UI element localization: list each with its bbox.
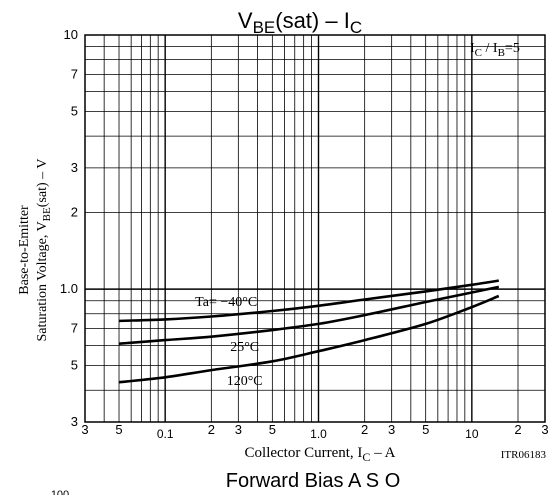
- y-axis-label-line1: Base-to-Emitter: [17, 205, 32, 295]
- part-code: ITR06183: [501, 449, 547, 461]
- y-tick-label: 3: [71, 160, 78, 175]
- y-tick-label: 5: [71, 103, 78, 118]
- x-tick-label: 3: [541, 422, 548, 437]
- chart-title: VBE(sat) – IC: [238, 8, 362, 37]
- plot-frame: [85, 35, 545, 422]
- x-tick-label: 5: [422, 422, 429, 437]
- x-tick-label: 0.1: [157, 427, 174, 441]
- series-labels: Ta= −40°C 25°C 120°C: [195, 295, 262, 389]
- next-chart-title: Forward Bias A S O: [226, 470, 401, 492]
- series-label: Ta= −40°C: [195, 295, 257, 310]
- x-tick-label: 2: [361, 422, 368, 437]
- series-curves: [119, 281, 499, 383]
- x-tick-label: 3: [81, 422, 88, 437]
- x-tick-label: 2: [514, 422, 521, 437]
- y-tick-label: 2: [71, 205, 78, 220]
- x-tick-label: 10: [465, 427, 479, 441]
- y-tick-label: 7: [71, 66, 78, 81]
- y-axis-label-line2: Saturation Voltage, VBE(sat) – V: [35, 159, 53, 342]
- x-tick-label: 5: [269, 422, 276, 437]
- x-tick-label: 3: [388, 422, 395, 437]
- series-curve: [119, 287, 499, 344]
- y-axis-label: Base-to-Emitter Saturation Voltage, VBE(…: [17, 159, 53, 342]
- x-axis-label: Collector Current, IC – A: [245, 445, 396, 464]
- x-tick-labels: 3 5 0.1 2 3 5 1.0 2 3 5 10 2 3: [81, 422, 548, 441]
- y-tick-label: 3: [71, 414, 78, 429]
- y-tick-label: 10: [64, 27, 78, 42]
- x-tick-label: 1.0: [310, 427, 327, 441]
- y-tick-label: 5: [71, 358, 78, 373]
- series-label: 120°C: [227, 374, 263, 389]
- x-tick-label: 5: [115, 422, 122, 437]
- y-tick-label: 7: [71, 320, 78, 335]
- y-tick-label: 1.0: [60, 281, 78, 296]
- x-tick-label: 3: [235, 422, 242, 437]
- series-label: 25°C: [230, 340, 259, 355]
- next-chart-top-tick: 100: [51, 489, 69, 495]
- test-condition: IC / IB=5: [470, 41, 520, 59]
- y-tick-labels: 10 7 5 3 2 1.0 7 5 3: [60, 27, 78, 429]
- x-tick-label: 2: [208, 422, 215, 437]
- grid-lines: [85, 35, 545, 422]
